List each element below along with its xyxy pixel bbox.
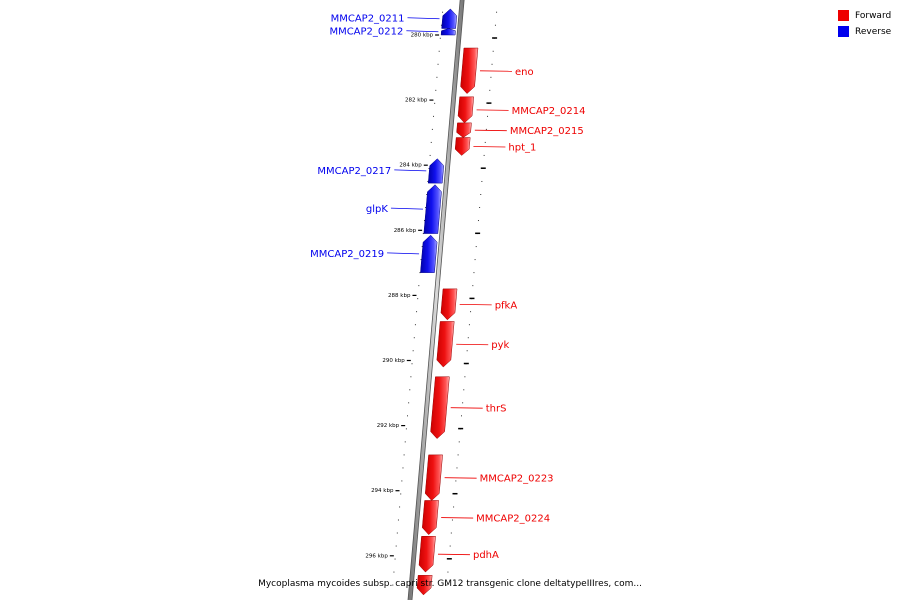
forward-gene-arrow[interactable] [430, 376, 450, 439]
tick-label: 292 kbp [377, 423, 400, 429]
reverse-gene-arrow[interactable] [441, 8, 458, 29]
gene-label[interactable]: MMCAP2_0224 [476, 514, 550, 525]
gene-label[interactable]: glpK [366, 204, 388, 215]
gene-leader-line [390, 207, 423, 210]
reverse-gene-arrow[interactable] [427, 158, 444, 184]
backbone-edge-right [411, 0, 465, 600]
backbone-line [408, 0, 465, 600]
legend-label-forward: Forward [855, 10, 892, 21]
gene-feature[interactable]: MMCAP2_0219 [310, 234, 438, 273]
gene-feature[interactable]: MMCAP2_0223 [424, 454, 554, 501]
tick-label: 284 kbp [399, 163, 422, 169]
gene-label[interactable]: thrS [486, 404, 507, 415]
gene-label[interactable]: MMCAP2_0223 [480, 474, 554, 485]
reverse-gene-arrow[interactable] [440, 28, 456, 36]
gene-label[interactable]: eno [515, 67, 534, 78]
gene-label[interactable]: MMCAP2_0217 [317, 166, 391, 177]
sequence-caption: Mycoplasma mycoides subsp. capri str. GM… [258, 579, 642, 589]
gene-leader-line [406, 30, 439, 33]
gene-feature[interactable]: MMCAP2_0214 [457, 96, 586, 124]
gene-feature[interactable]: MMCAP2_0211 [331, 8, 458, 29]
gene-leader-line [387, 252, 420, 255]
forward-swatch [838, 10, 849, 21]
gene-label[interactable]: MMCAP2_0212 [329, 27, 403, 38]
gene-feature[interactable] [416, 575, 433, 596]
gene-label[interactable]: MMCAP2_0211 [331, 14, 405, 25]
gene-leader-line [444, 477, 477, 479]
forward-gene-arrow[interactable] [418, 536, 436, 573]
gene-label[interactable]: pfkA [495, 300, 518, 311]
forward-gene-arrow[interactable] [454, 137, 471, 156]
forward-gene-arrow[interactable] [440, 288, 458, 321]
gene-feature[interactable]: MMCAP2_0215 [456, 122, 584, 138]
gene-leader-line [450, 407, 483, 409]
gene-leader-line [456, 343, 489, 346]
gene-label[interactable]: MMCAP2_0215 [510, 126, 584, 137]
gene-leader-line [394, 169, 427, 172]
tick-label: 282 kbp [405, 98, 428, 104]
forward-gene-arrow[interactable] [457, 96, 474, 124]
tick-label: 290 kbp [382, 358, 405, 364]
gene-feature[interactable]: pyk [436, 321, 510, 368]
legend: Forward Reverse [838, 8, 891, 40]
gene-label[interactable]: pyk [491, 340, 509, 351]
reverse-gene-arrow[interactable] [423, 184, 442, 234]
gene-feature[interactable]: pfkA [440, 288, 518, 321]
tick-label: 286 kbp [394, 228, 417, 234]
reverse-swatch [838, 26, 849, 37]
gene-leader-line [474, 129, 507, 132]
gene-label[interactable]: hpt_1 [508, 142, 536, 153]
gene-leader-line [407, 17, 440, 20]
gene-feature[interactable]: thrS [430, 376, 507, 439]
backbone-edge-left [407, 0, 461, 600]
legend-item-reverse: Reverse [838, 24, 891, 39]
gene-label[interactable]: MMCAP2_0214 [512, 106, 586, 117]
gene-feature[interactable]: MMCAP2_0212 [329, 27, 456, 38]
sequence-backbone [407, 0, 465, 600]
gene-feature[interactable]: MMCAP2_0217 [317, 158, 444, 184]
gene-leader-line [437, 553, 470, 556]
gene-leader-line [479, 70, 512, 72]
forward-gene-arrow[interactable] [424, 454, 443, 501]
legend-label-reverse: Reverse [855, 26, 892, 37]
gene-leader-line [441, 517, 474, 519]
gene-leader-line [473, 146, 506, 148]
gene-label[interactable]: pdhA [473, 550, 499, 561]
legend-item-forward: Forward [838, 8, 891, 23]
gene-feature[interactable]: hpt_1 [454, 137, 536, 156]
gene-feature[interactable]: eno [460, 47, 534, 94]
forward-gene-arrow[interactable] [416, 575, 433, 596]
reverse-gene-arrow[interactable] [420, 234, 438, 273]
tick-label: 296 kbp [365, 553, 388, 559]
gene-feature[interactable]: MMCAP2_0224 [422, 500, 550, 535]
forward-gene-arrow[interactable] [456, 122, 472, 138]
forward-gene-arrow[interactable] [436, 321, 455, 368]
tick-label: 294 kbp [371, 488, 394, 494]
gene-feature[interactable]: glpK [366, 184, 442, 234]
forward-gene-arrow[interactable] [422, 500, 439, 535]
tick-label: 288 kbp [388, 293, 411, 299]
gene-leader-line [459, 303, 492, 306]
tick-label: 280 kbp [411, 33, 434, 39]
gene-label[interactable]: MMCAP2_0219 [310, 249, 384, 260]
gene-feature[interactable]: pdhA [418, 536, 499, 573]
ruler: 280 kbp 282 kbp 284 kbp 286 kbp 288 kbp 290 k… [365, 11, 498, 586]
forward-gene-arrow[interactable] [460, 47, 479, 94]
gene-leader-line [476, 109, 509, 111]
